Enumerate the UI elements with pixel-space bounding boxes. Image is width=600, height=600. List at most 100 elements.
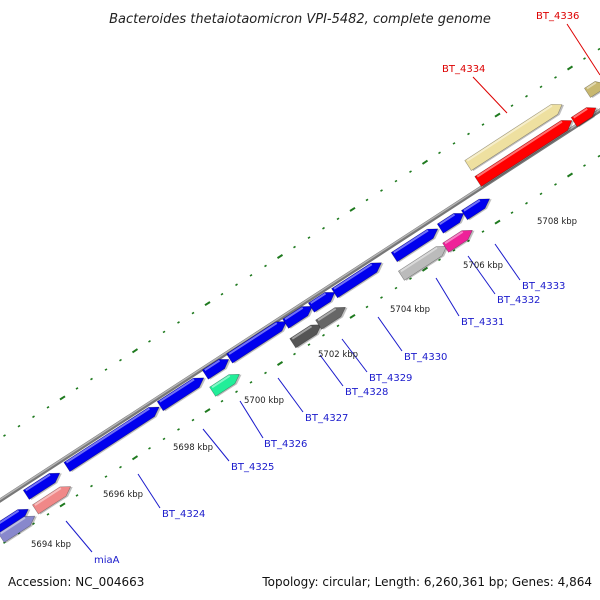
minor-tick [119, 465, 122, 469]
gene-feature[interactable] [390, 223, 443, 263]
gene-feature-BT_4325[interactable] [63, 402, 164, 473]
genome-axis [0, 108, 600, 503]
gene-feature-BT_4329[interactable] [315, 302, 351, 331]
gene-label-highlight[interactable]: BT_4336 [536, 11, 579, 22]
minor-tick [293, 352, 296, 356]
minor-tick [380, 296, 383, 299]
gene-feature[interactable] [474, 115, 578, 188]
major-tick [131, 348, 139, 354]
minor-tick [235, 390, 238, 394]
minor-tick [438, 151, 441, 155]
minor-tick [75, 387, 79, 390]
gene-feature-miaA[interactable] [0, 511, 40, 544]
major-tick [349, 206, 356, 212]
gene-feature[interactable] [201, 354, 234, 381]
gene-labels: miaA BT_4324 BT_4325 BT_4326 BT_4327 BT_… [94, 11, 579, 566]
leader-BT_4334 [472, 76, 508, 114]
major-tick [494, 112, 501, 118]
minor-tick [539, 85, 543, 89]
map-title: Bacteroides thetaiotaomicron VPI-5482, c… [109, 12, 491, 27]
minor-tick [438, 258, 441, 262]
gene-label[interactable]: BT_4328 [345, 387, 388, 398]
gene-feature[interactable] [0, 504, 33, 547]
minor-tick [32, 522, 35, 526]
minor-tick [293, 245, 296, 249]
major-tick [566, 172, 574, 178]
scale-label: 5698 kbp [173, 443, 213, 453]
minor-tick [525, 94, 528, 98]
leader-miaA [65, 520, 93, 553]
minor-tick [322, 226, 325, 230]
gene-feature-BT_4331[interactable] [397, 241, 451, 282]
gene-label[interactable]: BT_4331 [461, 317, 504, 328]
gene-label[interactable]: BT_4333 [522, 281, 565, 292]
gene-feature-BT_4324[interactable] [31, 481, 75, 515]
minor-tick [191, 418, 195, 422]
minor-tick [365, 198, 369, 202]
scale-label: 5694 kbp [31, 540, 71, 550]
major-tick [566, 65, 574, 71]
major-tick [349, 313, 356, 319]
minor-tick [307, 343, 311, 346]
gene-label[interactable]: miaA [94, 555, 120, 566]
scale-label: 5696 kbp [103, 490, 143, 500]
minor-tick [322, 333, 325, 337]
minor-tick [119, 358, 122, 362]
minor-tick [452, 249, 456, 252]
gene-feature-BT_4336[interactable] [584, 78, 600, 99]
major-tick [204, 408, 211, 414]
gene-label[interactable]: BT_4332 [497, 295, 540, 306]
major-tick [421, 159, 429, 165]
minor-tick [220, 399, 224, 403]
leader-BT_4324 [137, 473, 161, 509]
gene-feature-BT_4334[interactable] [464, 99, 568, 172]
gene-label[interactable]: BT_4326 [264, 439, 307, 450]
major-tick [59, 502, 66, 508]
minor-tick [264, 371, 267, 375]
minor-tick [380, 189, 383, 192]
minor-tick [554, 183, 557, 186]
minor-tick [17, 531, 21, 535]
gene-label[interactable]: BT_4329 [369, 373, 412, 384]
minor-tick [583, 164, 586, 167]
minor-tick [307, 236, 311, 239]
minor-tick [235, 283, 238, 287]
minor-tick [467, 239, 470, 243]
minor-tick [46, 406, 50, 409]
minor-tick [104, 475, 108, 478]
gene-label[interactable]: BT_4325 [231, 462, 274, 473]
scale-label: 5700 kbp [244, 396, 284, 406]
gene-feature-BT_4333[interactable] [461, 193, 494, 221]
gene-feature-BT_4326[interactable] [209, 369, 245, 398]
minor-tick [554, 76, 557, 79]
leader-BT_4331 [435, 277, 460, 317]
gene-feature-BT_4332[interactable] [442, 225, 478, 254]
leader-BT_4332 [467, 255, 496, 295]
minor-tick [467, 132, 470, 136]
label-leaders [65, 23, 600, 553]
gene-feature[interactable] [282, 301, 318, 330]
minor-tick [365, 305, 369, 309]
gene-feature-BT_4330[interactable] [331, 257, 387, 299]
gene-feature[interactable] [22, 468, 65, 501]
leader-BT_4330 [377, 316, 403, 352]
gene-label[interactable]: BT_4327 [305, 413, 348, 424]
gene-label[interactable]: BT_4330 [404, 352, 447, 363]
gene-feature[interactable] [307, 287, 340, 314]
minor-tick [177, 428, 180, 431]
minor-tick [394, 286, 398, 290]
gene-feature-BT_4328[interactable] [289, 319, 327, 349]
minor-tick [17, 424, 21, 428]
minor-tick [162, 330, 166, 334]
gene-feature[interactable] [156, 372, 209, 412]
gene-feature[interactable] [436, 208, 469, 235]
gene-label[interactable]: BT_4324 [162, 509, 205, 520]
leader-BT_4336 [566, 23, 600, 76]
major-tick [204, 301, 211, 307]
minor-tick [3, 541, 6, 544]
gene-feature-BT_4327[interactable] [226, 316, 291, 364]
minor-tick [264, 264, 267, 268]
gene-feature[interactable] [570, 102, 600, 128]
tick-marks [3, 47, 600, 544]
gene-label-highlight[interactable]: BT_4334 [442, 64, 485, 75]
